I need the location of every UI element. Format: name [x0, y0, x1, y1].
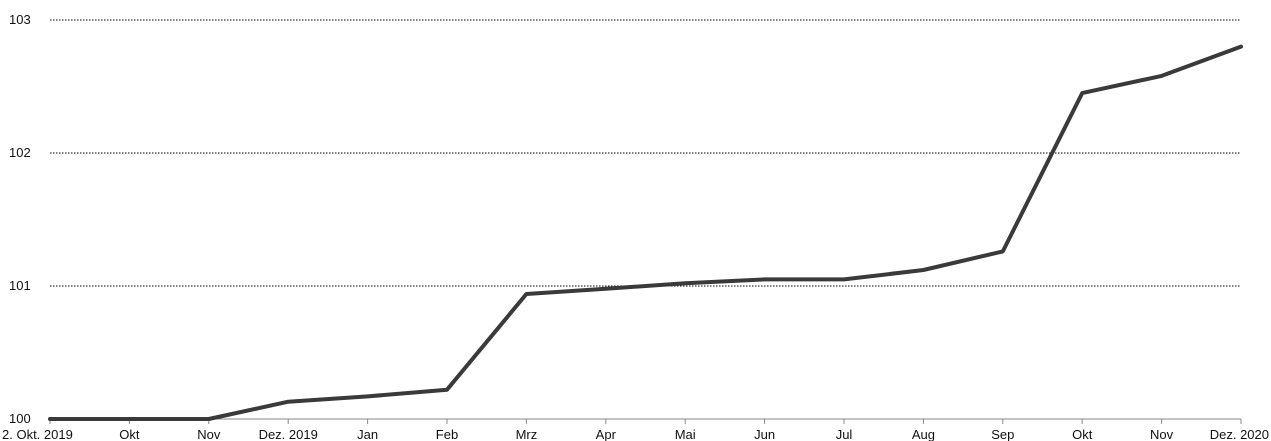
x-tick-label: Jul: [836, 427, 853, 441]
x-tick-label: Nov: [1150, 427, 1174, 441]
x-tick-label: Jun: [754, 427, 775, 441]
x-tick-label: Okt: [119, 427, 140, 441]
x-axis: 2. Okt. 2019 Okt Nov Dez. 2019 Jan Feb Mrz Apr M…: [2, 418, 1269, 441]
x-tick-label: Sep: [991, 427, 1014, 441]
x-tick-label: Nov: [197, 427, 221, 441]
y-tick-label: 101: [9, 278, 31, 293]
grid-layer: [50, 19, 1241, 287]
x-tick-label: Mrz: [516, 427, 538, 441]
x-tick-label: Dez. 2020: [1210, 427, 1269, 441]
y-tick-label: 100: [9, 411, 31, 426]
x-tick-label: Apr: [596, 427, 617, 441]
y-tick-label: 102: [9, 145, 31, 160]
x-tick-label: Okt: [1072, 427, 1093, 441]
y-tick-label: 103: [9, 12, 31, 27]
x-tick-label: 2. Okt. 2019: [2, 427, 73, 441]
x-tick-label: Aug: [912, 427, 935, 441]
x-tick-label: Dez. 2019: [259, 427, 318, 441]
series-line: [48, 44, 1243, 421]
series-layer: [48, 44, 1243, 421]
x-tick-label: Feb: [436, 427, 458, 441]
y-axis: 100 101 102 103: [9, 12, 31, 426]
x-tick-label: Mai: [675, 427, 696, 441]
x-tick-label: Jan: [357, 427, 378, 441]
